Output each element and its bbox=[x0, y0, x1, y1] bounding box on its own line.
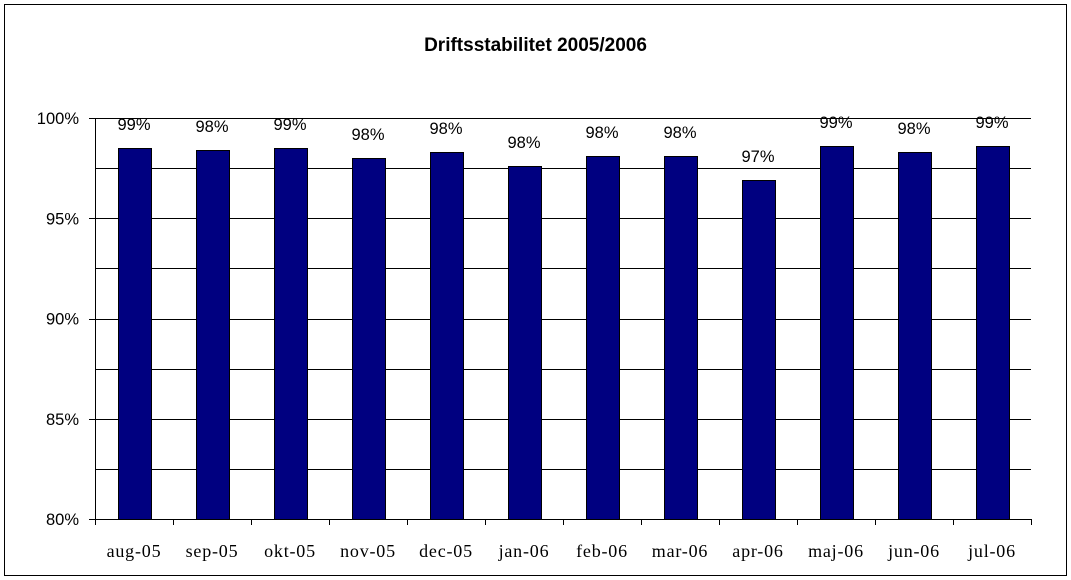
data-label-nov-05: 98% bbox=[351, 126, 384, 144]
bar-sep-05 bbox=[196, 150, 230, 520]
gridlines bbox=[95, 118, 1031, 470]
data-label-dec-05: 98% bbox=[429, 120, 462, 138]
x-tick-label-maj-06: maj-06 bbox=[808, 541, 864, 561]
data-label-apr-06: 97% bbox=[741, 148, 774, 166]
x-tick-label-nov-05: nov-05 bbox=[340, 541, 396, 561]
data-label-sep-05: 98% bbox=[195, 118, 228, 136]
y-tick-label-100: 100% bbox=[37, 110, 80, 128]
data-label-feb-06: 98% bbox=[585, 124, 618, 142]
data-label-okt-05: 99% bbox=[273, 116, 306, 134]
bars bbox=[118, 146, 1010, 520]
data-label-jul-06: 99% bbox=[975, 114, 1008, 132]
x-tick-label-jun-06: jun-06 bbox=[887, 541, 940, 561]
x-tick-label-jul-06: jul-06 bbox=[967, 541, 1016, 561]
chart-title: Driftsstabilitet 2005/2006 bbox=[424, 35, 647, 56]
axes bbox=[89, 118, 1032, 525]
bar-dec-05 bbox=[430, 152, 464, 520]
bar-feb-06 bbox=[586, 156, 620, 520]
bar-jun-06 bbox=[898, 152, 932, 520]
bar-aug-05 bbox=[118, 148, 152, 520]
bar-nov-05 bbox=[352, 158, 386, 520]
data-label-mar-06: 98% bbox=[663, 124, 696, 142]
data-label-maj-06: 99% bbox=[819, 114, 852, 132]
x-tick-label-dec-05: dec-05 bbox=[419, 541, 473, 561]
x-tick-label-apr-06: apr-06 bbox=[732, 541, 783, 561]
bar-apr-06 bbox=[742, 180, 776, 520]
y-tick-label-85: 85% bbox=[46, 411, 79, 429]
bar-maj-06 bbox=[820, 146, 854, 520]
y-tick-label-90: 90% bbox=[46, 311, 79, 329]
x-tick-label-feb-06: feb-06 bbox=[576, 541, 628, 561]
bar-jan-06 bbox=[508, 166, 542, 520]
data-label-aug-05: 99% bbox=[117, 116, 150, 134]
x-tick-label-mar-06: mar-06 bbox=[652, 541, 708, 561]
bar-jul-06 bbox=[976, 146, 1010, 520]
x-tick-label-sep-05: sep-05 bbox=[186, 541, 239, 561]
y-tick-label-95: 95% bbox=[46, 210, 79, 228]
y-tick-label-80: 80% bbox=[46, 511, 79, 529]
x-tick-label-jan-06: jan-06 bbox=[498, 541, 550, 561]
x-tick-label-aug-05: aug-05 bbox=[107, 541, 162, 561]
x-tick-label-okt-05: okt-05 bbox=[264, 541, 316, 561]
data-label-jan-06: 98% bbox=[507, 134, 540, 152]
bar-mar-06 bbox=[664, 156, 698, 520]
bar-okt-05 bbox=[274, 148, 308, 520]
chart-labels: 99% aug-05 98% sep-05 99% okt-05 98% nov-05 98% d… bbox=[37, 110, 1016, 561]
data-label-jun-06: 98% bbox=[897, 120, 930, 138]
